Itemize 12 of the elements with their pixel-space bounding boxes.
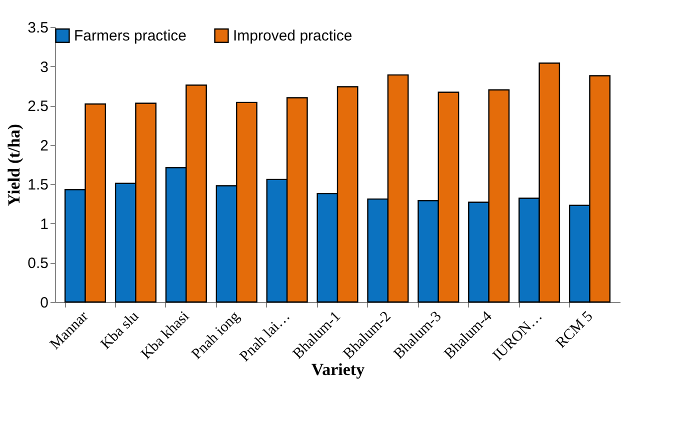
y-axis-title: Yield (t/ha) [4, 124, 24, 206]
y-tick-label: 3 [40, 58, 48, 76]
y-tick-label: 3.5 [28, 20, 48, 36]
y-tick-label: 0 [40, 294, 48, 312]
y-tick-label: 2.5 [28, 98, 48, 116]
x-axis-title: Variety [311, 360, 366, 380]
legend-label: Farmers practice [74, 28, 187, 45]
y-tick-label: 1 [40, 216, 48, 233]
y-tick-label: 2 [40, 137, 48, 154]
legend-label: Improved practice [233, 28, 352, 45]
y-tick-label: 1.5 [28, 176, 48, 194]
y-tick-label: 0.5 [28, 255, 48, 272]
